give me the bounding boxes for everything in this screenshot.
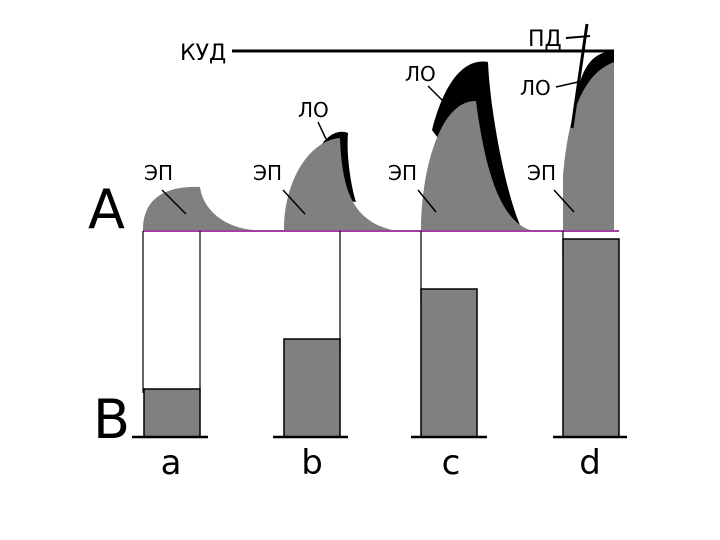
bar-b xyxy=(283,338,341,438)
graph-b-lo-pointer xyxy=(317,121,327,140)
category-label-d: d xyxy=(579,443,601,483)
graph-c-ep-label: ЭП xyxy=(388,161,417,185)
bar-c xyxy=(420,288,478,438)
bar-d xyxy=(562,238,620,438)
graph-d-lo-pointer xyxy=(555,81,579,88)
panel-label-b: В xyxy=(93,388,130,451)
threshold-label: КУД xyxy=(180,41,226,66)
graph-a-ep-pointer xyxy=(161,189,187,215)
connector-lines xyxy=(142,231,564,393)
panel-label-a: А xyxy=(88,178,125,241)
graph-c: ЛО ЭП xyxy=(388,61,530,230)
graph-a-ep-label: ЭП xyxy=(144,161,173,185)
graph-b-lo-label: ЛО xyxy=(298,98,329,122)
graph-b-ep-label: ЭП xyxy=(253,161,282,185)
graph-d-ep-shape xyxy=(563,62,614,230)
graph-b-ep-pointer xyxy=(282,189,306,215)
graph-c-lo-label: ЛО xyxy=(405,62,436,86)
graph-c-ep-pointer xyxy=(417,189,437,213)
bar-a xyxy=(143,388,201,438)
bar-chart xyxy=(132,238,627,439)
graph-b: ЛО ЭП xyxy=(253,98,392,230)
graph-c-ep-shape xyxy=(421,100,530,230)
graph-d-lo-label: ЛО xyxy=(520,76,551,100)
category-label-a: a xyxy=(161,443,182,483)
graph-d: ЛО ЭП xyxy=(520,23,614,230)
category-label-c: c xyxy=(442,443,461,483)
graph-a: ЭП xyxy=(143,161,254,230)
graph-d-spike xyxy=(570,23,589,129)
category-label-b: b xyxy=(301,443,323,483)
graph-b-ep-shape xyxy=(284,138,392,230)
graph-c-lo-pointer xyxy=(427,85,447,105)
graph-d-ep-pointer xyxy=(553,189,575,213)
graph-d-ep-label: ЭП xyxy=(527,161,556,185)
action-potential-label: ПД xyxy=(528,27,562,52)
graph-a-ep-shape xyxy=(143,186,254,230)
